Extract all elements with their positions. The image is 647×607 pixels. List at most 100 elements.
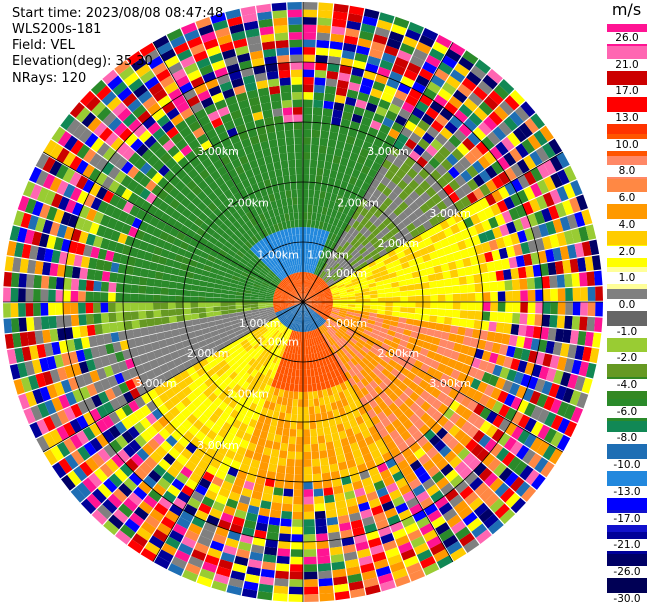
velocity-gate bbox=[282, 335, 288, 344]
velocity-gate bbox=[265, 368, 273, 378]
velocity-gate bbox=[221, 363, 231, 373]
velocity-gate bbox=[308, 406, 315, 415]
velocity-gate bbox=[467, 412, 480, 425]
velocity-gate bbox=[232, 220, 242, 230]
velocity-gate bbox=[426, 366, 437, 377]
velocity-gate bbox=[261, 228, 269, 238]
velocity-gate bbox=[70, 486, 86, 503]
velocity-gate bbox=[345, 428, 355, 438]
velocity-gate bbox=[198, 212, 208, 222]
velocity-gate bbox=[250, 386, 259, 396]
velocity-gate bbox=[423, 529, 438, 543]
velocity-gate bbox=[243, 581, 259, 591]
velocity-gate bbox=[180, 144, 193, 157]
velocity-gate bbox=[257, 591, 273, 601]
velocity-gate bbox=[478, 434, 492, 448]
velocity-gate bbox=[295, 159, 303, 168]
velocity-gate bbox=[337, 366, 345, 376]
velocity-gate bbox=[114, 421, 128, 435]
velocity-gate bbox=[327, 448, 336, 458]
velocity-gate bbox=[313, 190, 321, 199]
velocity-gate bbox=[429, 308, 438, 316]
velocity-gate bbox=[319, 450, 328, 459]
velocity-gate bbox=[251, 269, 259, 276]
velocity-gate bbox=[212, 364, 222, 373]
velocity-gate bbox=[53, 381, 65, 397]
velocity-gate bbox=[506, 369, 517, 382]
velocity-gate bbox=[263, 384, 271, 394]
velocity-gate bbox=[58, 251, 69, 265]
velocity-gate bbox=[257, 197, 265, 207]
velocity-gate bbox=[239, 534, 254, 545]
velocity-gate bbox=[76, 482, 92, 498]
velocity-gate bbox=[281, 343, 287, 352]
velocity-gate bbox=[274, 578, 289, 587]
velocity-gate bbox=[69, 155, 83, 171]
velocity-gate bbox=[317, 17, 332, 26]
velocity-gate bbox=[347, 304, 356, 308]
velocity-gate bbox=[290, 274, 295, 282]
velocity-gate bbox=[357, 439, 368, 449]
velocity-gate bbox=[317, 305, 325, 309]
velocity-gate bbox=[317, 24, 331, 34]
velocity-gate bbox=[266, 531, 279, 541]
velocity-gate bbox=[118, 503, 134, 518]
velocity-gate bbox=[56, 441, 71, 458]
velocity-gate bbox=[369, 380, 379, 390]
velocity-gate bbox=[335, 400, 344, 409]
velocity-gate bbox=[175, 289, 184, 296]
velocity-gate bbox=[77, 400, 90, 415]
velocity-gate bbox=[148, 535, 165, 549]
velocity-gate bbox=[281, 326, 287, 334]
velocity-gate bbox=[258, 337, 266, 345]
velocity-gate bbox=[314, 344, 320, 353]
velocity-gate bbox=[90, 197, 103, 211]
velocity-gate bbox=[93, 280, 102, 292]
velocity-gate bbox=[427, 321, 437, 330]
velocity-gate bbox=[153, 317, 163, 326]
velocity-gate bbox=[321, 313, 329, 319]
velocity-gate bbox=[228, 305, 236, 310]
velocity-gate bbox=[107, 75, 123, 91]
velocity-gate bbox=[304, 287, 307, 295]
velocity-gate bbox=[158, 392, 170, 404]
velocity-gate bbox=[292, 307, 298, 314]
velocity-gate bbox=[314, 510, 326, 520]
velocity-gate bbox=[530, 338, 541, 351]
velocity-gate bbox=[304, 264, 307, 273]
velocity-gate bbox=[308, 197, 314, 205]
velocity-gate bbox=[333, 333, 341, 341]
velocity-gate bbox=[372, 343, 381, 351]
velocity-gate bbox=[307, 249, 312, 258]
velocity-gate bbox=[264, 416, 272, 426]
velocity-gate bbox=[289, 337, 294, 346]
velocity-gate bbox=[292, 197, 298, 206]
velocity-gate bbox=[340, 337, 348, 345]
velocity-gate bbox=[184, 345, 194, 354]
velocity-gate bbox=[260, 328, 269, 336]
velocity-gate bbox=[264, 155, 273, 165]
velocity-gate bbox=[108, 292, 116, 302]
velocity-gate bbox=[406, 312, 415, 320]
velocity-gate bbox=[277, 285, 285, 291]
velocity-gate bbox=[157, 415, 170, 428]
velocity-gate bbox=[340, 305, 348, 309]
velocity-gate bbox=[108, 312, 117, 323]
velocity-gate bbox=[265, 302, 274, 304]
velocity-gate bbox=[293, 281, 298, 289]
velocity-gate bbox=[361, 412, 371, 423]
velocity-gate bbox=[276, 396, 283, 405]
velocity-gate bbox=[42, 219, 54, 235]
velocity-gate bbox=[564, 358, 575, 373]
velocity-gate bbox=[246, 262, 255, 270]
velocity-gate bbox=[290, 376, 296, 385]
velocity-gate bbox=[338, 328, 346, 335]
velocity-gate bbox=[255, 206, 263, 216]
velocity-gate bbox=[293, 323, 298, 331]
velocity-gate bbox=[318, 442, 327, 452]
velocity-gate bbox=[410, 535, 426, 549]
velocity-gate bbox=[257, 324, 266, 331]
velocity-gate bbox=[358, 501, 371, 512]
velocity-gate bbox=[111, 453, 125, 468]
velocity-gate bbox=[197, 256, 207, 265]
